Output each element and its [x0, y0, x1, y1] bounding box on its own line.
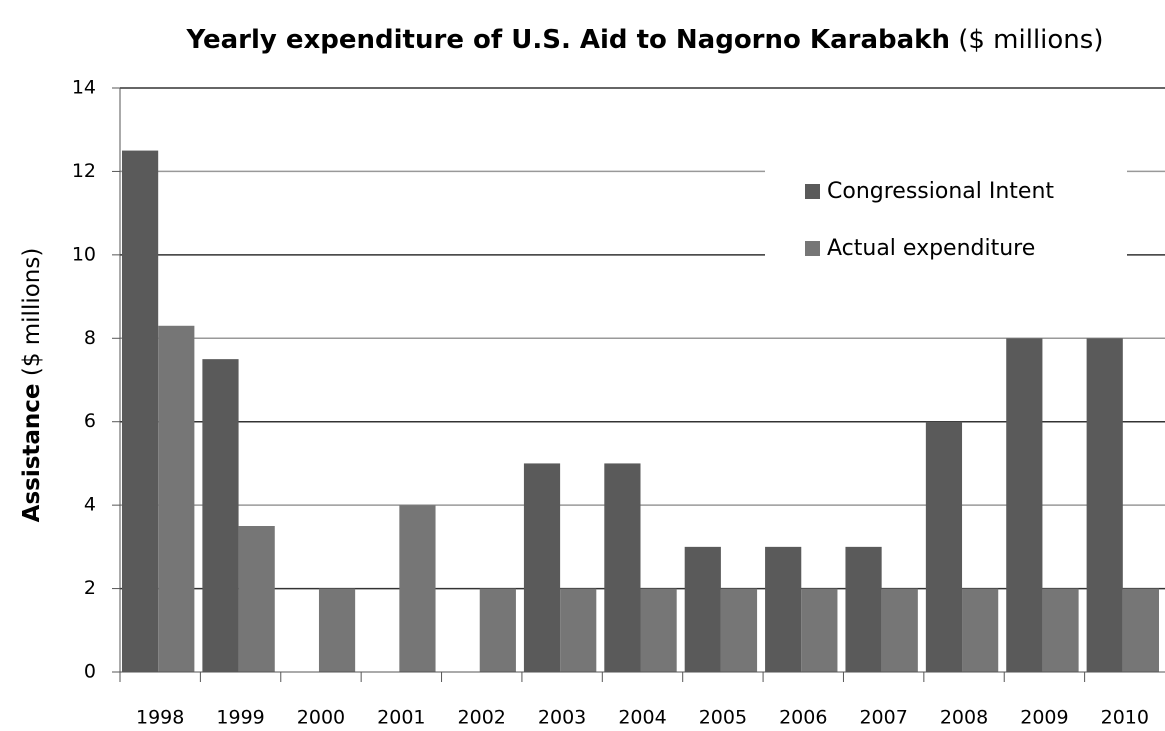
chart-title: Yearly expenditure of U.S. Aid to Nagorn… — [186, 25, 1104, 55]
legend: Congressional Intent Actual expenditure — [765, 160, 1127, 280]
x-tick-label: 1998 — [136, 707, 184, 729]
bar — [1042, 588, 1079, 672]
bar — [962, 588, 999, 672]
y-tick-label: 12 — [72, 160, 96, 182]
x-tick-label: 2008 — [940, 707, 988, 729]
x-tick-label: 1999 — [216, 707, 264, 729]
bar — [881, 588, 918, 672]
x-tick-label: 2009 — [1020, 707, 1068, 729]
y-tick-label: 0 — [84, 661, 96, 683]
bar — [1086, 338, 1123, 672]
bar — [1006, 338, 1043, 672]
bar — [765, 546, 802, 672]
bar — [523, 463, 561, 672]
x-tick-label: 2002 — [458, 707, 506, 729]
title-note: ($ millions) — [958, 25, 1103, 55]
legend-swatch — [805, 241, 820, 256]
y-label-note: ($ millions) — [19, 248, 45, 377]
y-tick-label: 8 — [84, 327, 96, 349]
x-tick-label: 2007 — [859, 707, 907, 729]
x-tick-label: 2000 — [297, 707, 345, 729]
bar — [158, 325, 195, 672]
x-tick-label: 2001 — [377, 707, 425, 729]
x-tick-label: 2003 — [538, 707, 586, 729]
legend-box — [765, 160, 1127, 280]
bar — [801, 588, 838, 672]
bar — [684, 546, 721, 672]
x-tick-label: 2005 — [699, 707, 747, 729]
bar — [238, 526, 275, 672]
legend-label: Actual expenditure — [827, 236, 1035, 261]
bar — [202, 359, 239, 672]
bar — [720, 588, 758, 672]
y-label-main: Assistance — [19, 383, 45, 522]
x-tick-label: 2004 — [618, 707, 666, 729]
bar — [925, 421, 963, 672]
y-tick-label: 6 — [84, 410, 96, 432]
y-tick-label: 4 — [84, 494, 96, 516]
y-tick-label: 2 — [84, 577, 96, 599]
bar — [399, 505, 436, 672]
bar — [604, 463, 641, 672]
legend-label: Congressional Intent — [827, 179, 1054, 204]
legend-swatch — [805, 184, 820, 199]
y-tick-label: 10 — [72, 243, 96, 265]
bar — [845, 546, 882, 672]
y-axis-label: Assistance ($ millions) — [19, 248, 45, 523]
bar — [560, 588, 597, 672]
bar — [479, 588, 516, 672]
bar — [318, 588, 356, 672]
bar — [1122, 588, 1159, 672]
y-tick-label: 14 — [72, 77, 96, 99]
title-main: Yearly expenditure of U.S. Aid to Nagorn… — [186, 25, 950, 55]
x-tick-label: 2010 — [1101, 707, 1149, 729]
bar — [640, 588, 677, 672]
x-tick-label: 2006 — [779, 707, 827, 729]
bar — [122, 150, 159, 673]
